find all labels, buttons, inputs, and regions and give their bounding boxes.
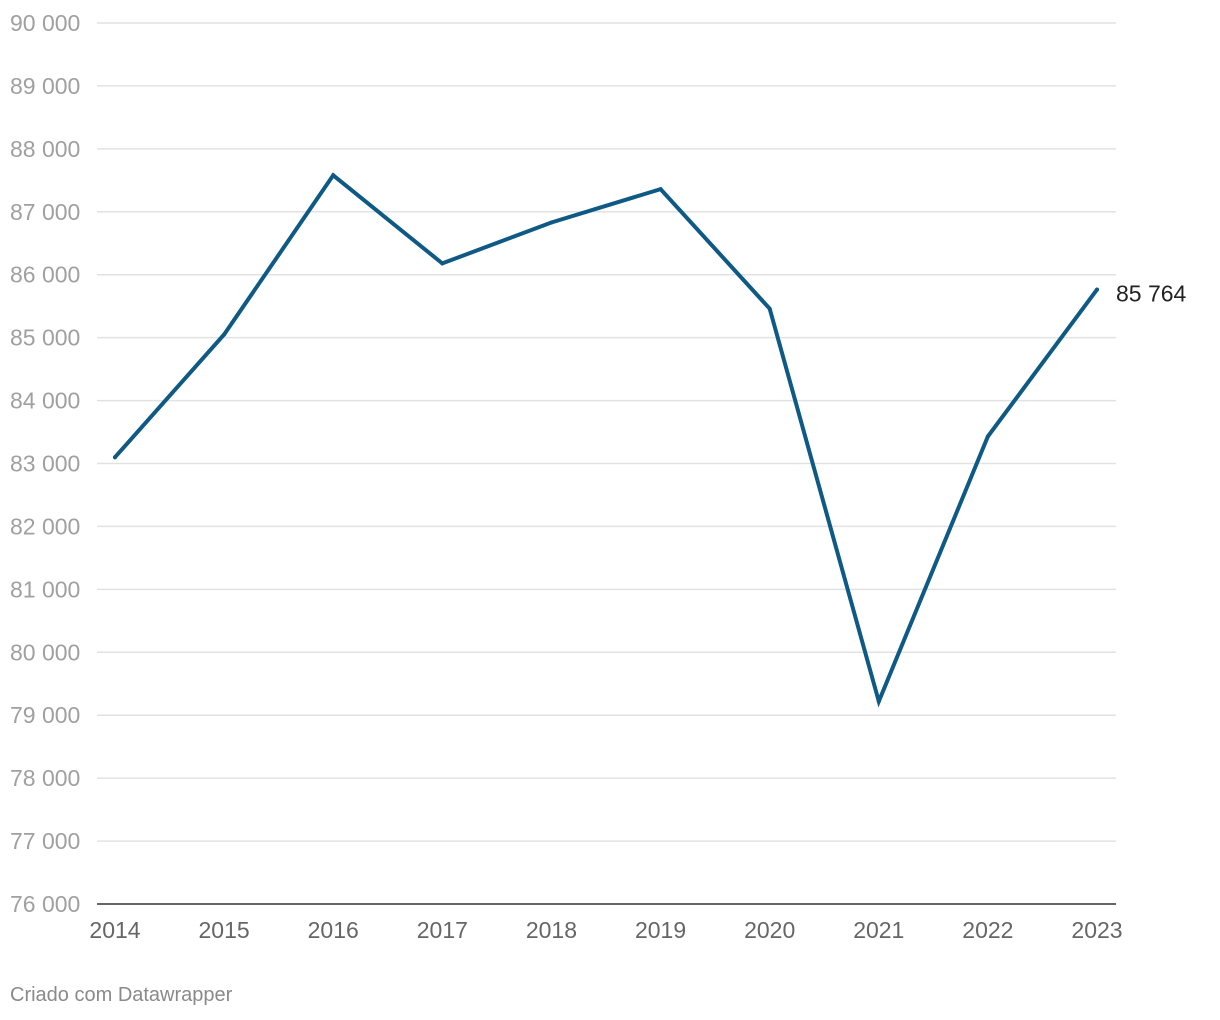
y-tick-label: 84 000 — [10, 388, 80, 414]
credit-text: Criado com Datawrapper — [10, 984, 233, 1006]
y-tick-label: 85 000 — [10, 325, 80, 351]
data-point — [440, 261, 445, 266]
data-point — [876, 699, 881, 704]
x-tick-label: 2020 — [744, 917, 795, 943]
y-tick-label: 78 000 — [10, 765, 80, 791]
y-tick-label: 90 000 — [10, 10, 80, 36]
data-point — [1095, 287, 1099, 292]
series-line — [113, 172, 1099, 708]
gridlines — [97, 22, 1116, 905]
y-tick-label: 77 000 — [10, 828, 80, 854]
x-axis: 2014 2015 2016 2017 2018 2019 2020 2021 2022 2023 — [89, 917, 1122, 943]
line-chart: 76 000 77 000 78 000 79 000 80 000 81 000 82 0… — [10, 10, 1187, 943]
x-tick-label: 2023 — [1071, 917, 1122, 943]
y-tick-label: 87 000 — [10, 199, 80, 225]
data-point — [113, 455, 117, 460]
data-point — [767, 306, 772, 311]
data-point — [985, 434, 990, 439]
x-tick-label: 2016 — [308, 917, 359, 943]
series-layer — [113, 172, 1099, 708]
y-tick-label: 83 000 — [10, 451, 80, 477]
x-tick-label: 2021 — [853, 917, 904, 943]
x-tick-label: 2018 — [526, 917, 577, 943]
data-point — [222, 332, 227, 337]
y-tick-label: 82 000 — [10, 513, 80, 539]
y-tick-label: 89 000 — [10, 73, 80, 99]
x-tick-label: 2014 — [89, 917, 140, 943]
x-tick-label: 2022 — [962, 917, 1013, 943]
end-value-label: 85 764 — [1116, 281, 1187, 307]
y-axis: 76 000 77 000 78 000 79 000 80 000 81 000 82 0… — [10, 10, 80, 917]
y-tick-label: 79 000 — [10, 702, 80, 728]
data-point — [658, 187, 663, 192]
y-tick-label: 86 000 — [10, 262, 80, 288]
data-point — [331, 173, 336, 178]
data-point — [549, 220, 554, 225]
y-tick-label: 80 000 — [10, 639, 80, 665]
x-tick-label: 2015 — [199, 917, 250, 943]
y-tick-label: 81 000 — [10, 576, 80, 602]
x-tick-label: 2017 — [417, 917, 468, 943]
x-tick-label: 2019 — [635, 917, 686, 943]
data-labels: 85 764 — [1116, 281, 1187, 307]
y-tick-label: 76 000 — [10, 891, 80, 917]
y-tick-label: 88 000 — [10, 136, 80, 162]
